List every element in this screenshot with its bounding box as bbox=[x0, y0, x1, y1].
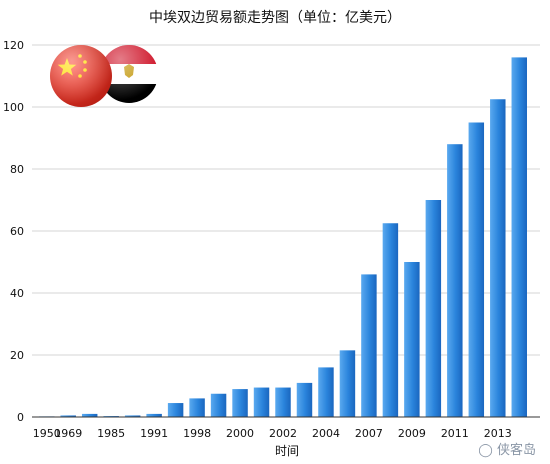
watermark: ◯ 侠客岛 bbox=[478, 439, 536, 458]
x-tick-label: 1998 bbox=[183, 427, 211, 440]
bar-2014 bbox=[511, 57, 527, 418]
chart-title: 中埃双边贸易额走势图（单位：亿美元） bbox=[149, 10, 401, 26]
x-tick-label: 2004 bbox=[312, 427, 340, 440]
bar-2004 bbox=[318, 367, 334, 417]
y-axis-ticks: 0 20 40 60 80 100 120 bbox=[3, 39, 24, 424]
watermark-text: 侠客岛 bbox=[496, 443, 536, 458]
bar-2002 bbox=[275, 387, 291, 417]
bar-2007 bbox=[361, 274, 377, 417]
bar-2011 bbox=[447, 144, 463, 417]
x-tick-label: 2009 bbox=[398, 427, 426, 440]
bar-1969 bbox=[60, 415, 76, 417]
bar-2013 bbox=[490, 99, 506, 417]
bar-1998 bbox=[189, 398, 205, 417]
y-tick-label: 0 bbox=[17, 411, 24, 424]
bar-1995 bbox=[167, 403, 184, 417]
bar-2010 bbox=[425, 200, 442, 417]
y-tick-label: 100 bbox=[3, 101, 24, 114]
bar-2003 bbox=[296, 382, 313, 417]
x-tick-label: 2002 bbox=[269, 427, 297, 440]
y-tick-label: 120 bbox=[3, 39, 24, 52]
bar-1991 bbox=[146, 413, 162, 417]
bar-2009 bbox=[404, 262, 420, 417]
y-tick-label: 60 bbox=[10, 225, 24, 238]
x-axis-title: 时间 bbox=[275, 444, 299, 458]
bar-2001 bbox=[253, 387, 270, 417]
egypt-flag-icon bbox=[100, 45, 158, 103]
bar-2000 bbox=[232, 389, 248, 417]
x-tick-label: 2013 bbox=[484, 427, 512, 440]
x-tick-label: 2000 bbox=[226, 427, 254, 440]
x-tick-label: 1985 bbox=[97, 427, 125, 440]
bar-1979 bbox=[81, 413, 98, 417]
y-tick-label: 20 bbox=[10, 349, 24, 362]
bar-2005 bbox=[339, 350, 356, 417]
x-tick-label: 2011 bbox=[441, 427, 469, 440]
wechat-icon: ◯ bbox=[478, 443, 493, 458]
x-tick-label: 1950 bbox=[33, 427, 61, 440]
bar-2008 bbox=[382, 223, 399, 417]
y-tick-label: 40 bbox=[10, 287, 24, 300]
x-tick-label: 1969 bbox=[54, 427, 82, 440]
y-tick-label: 80 bbox=[10, 163, 24, 176]
bar-1999 bbox=[210, 393, 227, 417]
china-flag-icon bbox=[50, 45, 112, 107]
x-tick-label: 2007 bbox=[355, 427, 383, 440]
bar-2012 bbox=[468, 122, 485, 417]
bars bbox=[39, 57, 527, 418]
x-tick-label: 1991 bbox=[140, 427, 168, 440]
bar-1989 bbox=[124, 415, 141, 417]
